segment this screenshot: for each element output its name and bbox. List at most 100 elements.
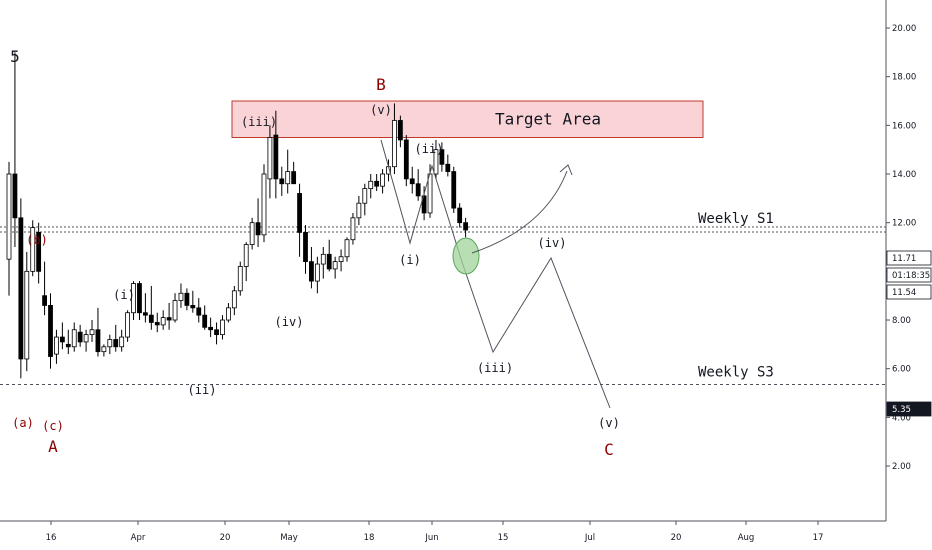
candle-body [190, 305, 196, 309]
candle [255, 198, 261, 248]
y-tick-label: 18.00 [892, 73, 916, 83]
price-tag-label: 11.71 [892, 254, 916, 264]
candle [154, 312, 160, 333]
candle-body [142, 312, 148, 316]
candle [403, 135, 409, 187]
candles [6, 52, 469, 379]
candle [95, 307, 101, 357]
candle-body [255, 222, 261, 236]
y-tick-label: 20.00 [892, 24, 916, 34]
candle [457, 203, 463, 228]
x-tick-label: May [280, 533, 298, 543]
candle-body [279, 178, 285, 185]
candle-body [71, 329, 77, 348]
candle [279, 166, 285, 196]
candle [231, 285, 237, 316]
candle [208, 317, 214, 338]
candle [320, 247, 326, 279]
candle [415, 169, 421, 201]
candle [326, 239, 332, 272]
candle-body [54, 336, 59, 355]
candle-body [273, 134, 279, 180]
candle [54, 329, 59, 364]
candle [202, 305, 208, 330]
price-tag-label: 5.35 [892, 405, 911, 415]
candle [309, 247, 314, 289]
x-tick-label: Aug [738, 533, 755, 543]
candle [433, 139, 439, 179]
candle-body [291, 171, 297, 185]
wave-label: (a) [12, 416, 34, 430]
price-tags: 11.71 01:18:35 11.54 5.35 [886, 250, 932, 417]
candle [71, 322, 77, 352]
wave-label: A [48, 437, 58, 456]
candle-body [220, 319, 225, 336]
candle-body [18, 217, 24, 360]
wave-label: (c) [42, 419, 64, 433]
candle-body [261, 173, 267, 236]
candle-body [368, 180, 374, 190]
candle-body [463, 222, 469, 231]
candle-body [314, 263, 320, 282]
candle [409, 166, 415, 194]
wave-label: 5 [10, 47, 20, 66]
candle-body [403, 139, 409, 180]
weekly-s1-label: Weekly S1 [698, 211, 774, 227]
candle-body [196, 307, 202, 316]
candle [142, 293, 148, 323]
candle [397, 115, 403, 148]
candle-body [214, 329, 219, 336]
candle [107, 334, 113, 355]
candle-body [36, 232, 42, 272]
candle [220, 315, 225, 340]
candle-body [249, 222, 255, 245]
candle [297, 183, 302, 257]
candle-body [24, 270, 30, 360]
wave-label: (ii) [188, 383, 217, 397]
candle-body [12, 173, 18, 219]
candle [267, 125, 273, 199]
candle [392, 103, 397, 175]
candle [237, 261, 243, 296]
candle [131, 281, 136, 321]
candle [214, 322, 219, 345]
candle-body [160, 317, 166, 326]
candle [184, 288, 190, 311]
candle [160, 310, 166, 330]
candle-body [439, 149, 445, 165]
price-tag-label: 01:18:35 [892, 271, 930, 281]
candle [77, 324, 83, 347]
candle [137, 281, 142, 321]
candle-body [101, 346, 107, 353]
wave-labels: 5 (a) (b) (c) A (i) (ii) (iii) (iv) B (v) (ii) (i) (i… [10, 47, 620, 459]
candle [190, 290, 196, 313]
candle-body [137, 283, 142, 314]
candle-body [202, 314, 208, 328]
x-tick-label: Jul [584, 533, 595, 543]
candle [178, 283, 184, 308]
upside-arrow-head [559, 164, 573, 176]
wave-label: (ii) [415, 142, 444, 156]
candle-body [309, 261, 314, 282]
candle-body [30, 227, 36, 272]
candle [6, 161, 12, 296]
candle-body [297, 193, 302, 233]
candle [24, 251, 30, 372]
candle-body [433, 149, 439, 175]
candle-body [154, 322, 160, 326]
x-axis-panel[interactable] [0, 521, 932, 550]
candle-body [374, 180, 380, 187]
candle-body [59, 336, 65, 343]
candle-body [184, 292, 190, 306]
x-tick-label: 20 [671, 533, 682, 543]
wave-label: (b) [26, 233, 48, 247]
candle [463, 217, 469, 238]
candle-body [172, 300, 178, 321]
candle [125, 310, 130, 342]
candle [273, 110, 279, 199]
weekly-s3-label: Weekly S3 [698, 365, 774, 381]
candle-body [178, 292, 184, 301]
y-tick-label: 2.00 [892, 462, 911, 472]
wave-label: (i) [399, 253, 421, 267]
